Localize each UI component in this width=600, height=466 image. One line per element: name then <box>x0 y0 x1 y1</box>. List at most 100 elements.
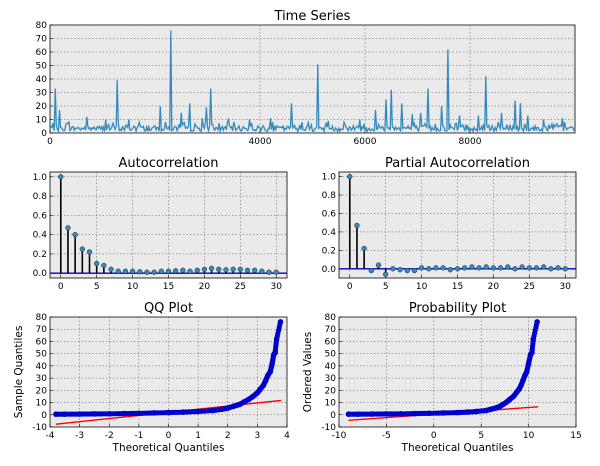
stem-marker <box>237 266 243 272</box>
probability-plot-panel: -10 -5 0 5 10 15 -10 0 10 20 30 40 50 60 70 80 Probabili… <box>302 301 582 454</box>
x-tick-label: 3 <box>255 431 261 441</box>
y-tick-label: 0.0 <box>33 269 48 279</box>
y-tick-label: 0.2 <box>322 246 336 256</box>
data-point <box>454 409 461 416</box>
stem-marker <box>173 268 179 274</box>
x-tick-label: 20 <box>488 282 500 292</box>
x-tick-label: 1 <box>195 431 201 441</box>
stem-marker <box>541 264 547 270</box>
x-tick-label: 25 <box>524 282 535 292</box>
data-point <box>230 403 237 410</box>
data-point <box>76 411 83 417</box>
stem-marker <box>483 264 489 270</box>
x-tick-label: 0 <box>166 431 172 441</box>
x-tick-label: 5 <box>94 282 100 292</box>
data-point <box>529 349 535 356</box>
y-tick-label: 0.6 <box>322 209 337 219</box>
stem-marker <box>361 245 367 252</box>
y-tick-label: 30 <box>36 89 48 99</box>
data-point <box>518 382 524 389</box>
stem-marker <box>354 222 360 229</box>
data-point <box>180 409 187 415</box>
x-tick-label: -3 <box>75 431 84 441</box>
data-point <box>492 405 499 411</box>
y-tick-label: 80 <box>36 21 48 31</box>
stem-marker <box>426 266 432 272</box>
y-tick-label: 40 <box>325 362 337 372</box>
stem-marker <box>404 267 410 274</box>
y-tick-label: 10 <box>36 399 48 409</box>
stem-marker <box>347 173 353 180</box>
y-tick-label: 0.4 <box>33 231 48 241</box>
stem-marker <box>129 268 136 274</box>
x-tick-label: 10 <box>416 282 428 292</box>
data-point <box>523 369 530 375</box>
y-tick-label: 0 <box>41 411 47 421</box>
x-tick-label: 10 <box>127 282 139 292</box>
stem-marker <box>273 269 279 275</box>
x-tick-label: 0 <box>47 137 53 147</box>
stem-marker <box>230 266 236 272</box>
y-tick-label: 20 <box>36 386 48 396</box>
stem-marker <box>180 267 186 273</box>
data-point <box>273 336 280 342</box>
stem-marker <box>144 269 150 275</box>
stem-marker <box>259 268 265 274</box>
x-tick-label: -10 <box>332 431 347 441</box>
y-tick-label: -10 <box>321 423 336 433</box>
y-tick-label: 30 <box>36 374 48 384</box>
x-tick-label: 15 <box>570 431 581 441</box>
x-tick-label: -4 <box>46 431 55 441</box>
stem-marker <box>533 265 540 271</box>
data-point <box>224 405 231 411</box>
y-tick-label: 10 <box>325 399 337 409</box>
data-point <box>534 319 540 325</box>
y-tick-label: 20 <box>36 102 48 112</box>
data-point <box>269 360 275 367</box>
x-tick-label: 25 <box>235 282 246 292</box>
stem-marker <box>383 271 389 277</box>
data-point <box>91 411 98 417</box>
data-point <box>412 410 418 417</box>
data-point <box>219 406 225 413</box>
stem-marker <box>519 264 525 270</box>
y-tick-label: 70 <box>36 325 48 335</box>
stem-marker <box>122 268 129 274</box>
data-point <box>506 396 513 403</box>
autocorrelation-panel: 0 5 10 15 20 25 30 0.0 0.2 0.4 0.6 0.8 1.0 Autocorrel… <box>33 156 288 292</box>
data-point <box>250 393 256 400</box>
x-tick-label: 4 <box>284 431 290 441</box>
stem-marker <box>454 266 461 272</box>
chart-title: Autocorrelation <box>119 156 219 171</box>
stem-marker <box>201 266 208 272</box>
stem-marker <box>108 266 114 272</box>
data-point <box>520 377 526 384</box>
y-tick-label: 0.2 <box>33 250 47 260</box>
data-point <box>210 407 216 414</box>
stem-marker <box>158 268 164 274</box>
x-tick-label: 0 <box>58 282 64 292</box>
chart-title: Partial Autocorrelation <box>385 156 530 171</box>
stem-marker <box>562 266 568 272</box>
stem-marker <box>397 267 403 273</box>
stem-marker <box>137 269 143 275</box>
data-point <box>241 399 247 405</box>
data-point <box>106 411 113 417</box>
y-tick-label: 60 <box>36 48 48 58</box>
data-point <box>355 411 361 417</box>
stem-marker <box>469 264 475 270</box>
stem-marker <box>79 246 85 252</box>
data-point <box>397 411 404 417</box>
x-tick-label: 5 <box>478 431 484 441</box>
stem-marker <box>505 264 511 270</box>
y-tick-label: 70 <box>325 325 337 335</box>
stem-marker <box>101 262 107 269</box>
stem-marker <box>490 265 497 271</box>
data-point <box>483 407 489 414</box>
y-tick-label: 0.8 <box>33 192 48 202</box>
stem-marker <box>555 265 561 271</box>
stem-marker <box>433 265 439 271</box>
y-tick-label: 50 <box>36 62 48 72</box>
y-tick-label: 0.6 <box>33 211 48 221</box>
